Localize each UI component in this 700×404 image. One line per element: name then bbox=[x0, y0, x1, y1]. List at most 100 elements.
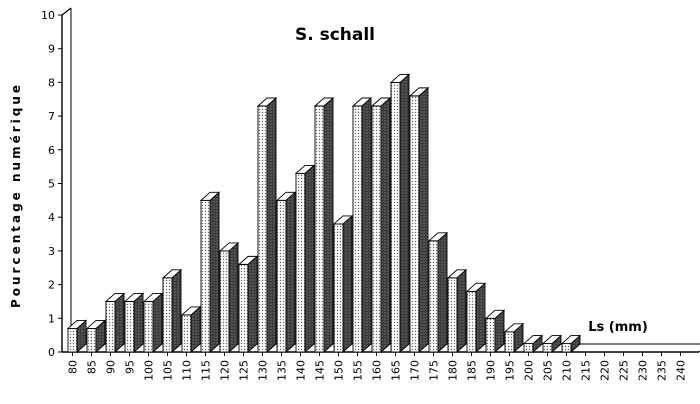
bar-160 bbox=[370, 96, 392, 354]
bar-front bbox=[447, 277, 458, 353]
y-tick-label: 5 bbox=[48, 178, 55, 191]
bar-front bbox=[295, 172, 306, 353]
x-tick-label: 115 bbox=[200, 360, 213, 381]
bar-front bbox=[67, 327, 78, 353]
bar-top bbox=[199, 191, 221, 201]
labels: S. schall Ls (mm) Pourcentage numérique bbox=[9, 25, 648, 335]
bar-top bbox=[237, 255, 259, 265]
bar-90 bbox=[104, 292, 126, 354]
bar-side bbox=[209, 191, 220, 354]
bar-side bbox=[228, 241, 239, 354]
bar-side bbox=[361, 96, 372, 354]
bar-front bbox=[219, 250, 230, 353]
x-tick-label: 105 bbox=[162, 360, 175, 381]
y-tick-label: 3 bbox=[48, 245, 55, 258]
bar-side bbox=[285, 191, 296, 354]
bar-top bbox=[560, 335, 582, 345]
bar-side bbox=[266, 96, 277, 354]
bar-175 bbox=[427, 231, 449, 354]
bar-155 bbox=[351, 96, 373, 354]
bar-front bbox=[561, 343, 572, 353]
x-tick-label: 195 bbox=[504, 360, 517, 381]
bar-side bbox=[342, 214, 353, 354]
bar-front bbox=[143, 301, 154, 353]
x-tick-label: 225 bbox=[618, 360, 631, 381]
y-tick-label: 1 bbox=[48, 312, 55, 325]
x-tick-label: 230 bbox=[637, 360, 650, 381]
bar-180 bbox=[446, 268, 468, 354]
bar-side bbox=[304, 164, 315, 354]
x-tick-label: 180 bbox=[447, 360, 460, 381]
bar-top bbox=[408, 87, 430, 97]
x-axis-label: Ls (mm) bbox=[588, 320, 648, 335]
x-tick-label: 185 bbox=[466, 360, 479, 381]
bar-95 bbox=[123, 292, 145, 354]
y-tick-label: 0 bbox=[48, 346, 55, 359]
bar-top bbox=[142, 293, 164, 302]
x-tick-label: 210 bbox=[561, 360, 574, 381]
bar-front bbox=[181, 314, 192, 353]
bar-front bbox=[200, 199, 211, 353]
bar-top bbox=[104, 293, 126, 302]
bar-front bbox=[485, 317, 496, 353]
bar-front bbox=[257, 105, 268, 353]
bar-210 bbox=[560, 334, 582, 354]
x-tick-label: 205 bbox=[542, 360, 555, 381]
bar-top bbox=[465, 282, 487, 292]
y-tick-label: 8 bbox=[48, 76, 55, 89]
bar-front bbox=[162, 277, 173, 353]
bar-side bbox=[133, 292, 144, 354]
bar-front bbox=[504, 331, 515, 353]
y-axis-label: Pourcentage numérique bbox=[9, 82, 23, 308]
bar-side bbox=[114, 292, 125, 354]
bar-top bbox=[275, 191, 297, 201]
x-tick-label: 110 bbox=[181, 360, 194, 381]
bar-top bbox=[427, 232, 449, 242]
bar-115 bbox=[199, 191, 221, 354]
bar-top bbox=[351, 97, 373, 107]
bar-side bbox=[380, 96, 391, 354]
bar-100 bbox=[142, 292, 164, 354]
bar-top bbox=[180, 306, 202, 316]
x-tick-label: 150 bbox=[333, 360, 346, 381]
bar-side bbox=[437, 231, 448, 354]
bar-165 bbox=[389, 73, 411, 354]
y-tick-label: 7 bbox=[48, 110, 55, 123]
bar-top bbox=[446, 269, 468, 279]
bar-top bbox=[123, 293, 145, 302]
x-tick-label: 155 bbox=[352, 360, 365, 381]
x-tick-label: 190 bbox=[485, 360, 498, 381]
bar-130 bbox=[256, 96, 278, 354]
bar-185 bbox=[465, 282, 487, 354]
x-tick-label: 120 bbox=[219, 360, 232, 381]
bar-80 bbox=[66, 319, 88, 354]
bar-top bbox=[522, 335, 544, 345]
bar-150 bbox=[332, 214, 354, 354]
bar-205 bbox=[541, 334, 563, 354]
bar-side bbox=[456, 268, 467, 354]
bar-top bbox=[161, 269, 183, 279]
x-tick-label: 145 bbox=[314, 360, 327, 381]
bar-135 bbox=[275, 191, 297, 354]
chart-title: S. schall bbox=[295, 25, 375, 45]
x-tick-label: 130 bbox=[257, 360, 270, 381]
x-tick-label: 80 bbox=[67, 360, 80, 374]
x-tick-label: 220 bbox=[599, 360, 612, 381]
bar-top bbox=[370, 97, 392, 107]
bar-side bbox=[475, 282, 486, 354]
bar-front bbox=[333, 223, 344, 353]
bar-side bbox=[171, 268, 182, 354]
bar-145 bbox=[313, 96, 335, 354]
x-tick-label: 100 bbox=[143, 360, 156, 381]
bar-front bbox=[466, 290, 477, 353]
bar-front bbox=[390, 81, 401, 353]
bar-front bbox=[124, 301, 135, 353]
bar-190 bbox=[484, 309, 506, 354]
bar-170 bbox=[408, 86, 430, 354]
bar-front bbox=[523, 343, 534, 353]
bar-85 bbox=[85, 319, 107, 354]
y-tick-label: 2 bbox=[48, 279, 55, 292]
bar-front bbox=[105, 301, 116, 353]
bar-200 bbox=[522, 334, 544, 354]
